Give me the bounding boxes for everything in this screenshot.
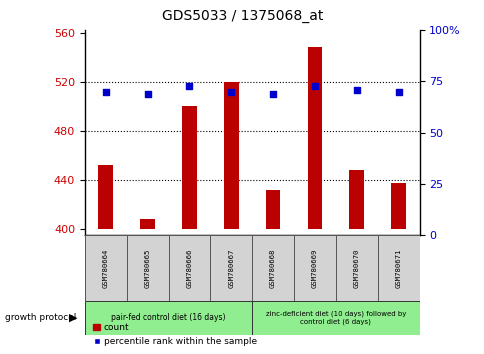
- Bar: [210, 235, 252, 301]
- Text: GSM780670: GSM780670: [353, 249, 359, 288]
- Point: [185, 83, 193, 88]
- Text: GSM780664: GSM780664: [103, 249, 108, 288]
- Legend: count, percentile rank within the sample: count, percentile rank within the sample: [89, 320, 260, 349]
- Bar: [224, 82, 238, 229]
- Text: GDS5033 / 1375068_at: GDS5033 / 1375068_at: [162, 9, 322, 23]
- Bar: [335, 235, 377, 301]
- Bar: [265, 190, 280, 229]
- Bar: [126, 235, 168, 301]
- Bar: [377, 235, 419, 301]
- Text: zinc-deficient diet (10 days) followed by
control diet (6 days): zinc-deficient diet (10 days) followed b…: [265, 311, 405, 325]
- Bar: [182, 106, 197, 229]
- Bar: [307, 47, 321, 229]
- Text: GSM780666: GSM780666: [186, 249, 192, 288]
- Bar: [168, 235, 210, 301]
- Bar: [252, 235, 293, 301]
- Bar: [140, 219, 154, 229]
- Bar: [252, 301, 419, 335]
- Point: [102, 89, 109, 95]
- Text: ▶: ▶: [68, 313, 77, 323]
- Text: growth protocol: growth protocol: [5, 313, 76, 322]
- Text: GSM780669: GSM780669: [311, 249, 318, 288]
- Text: GSM780667: GSM780667: [228, 249, 234, 288]
- Text: GSM780671: GSM780671: [395, 249, 401, 288]
- Text: pair-fed control diet (16 days): pair-fed control diet (16 days): [111, 313, 226, 322]
- Bar: [85, 235, 126, 301]
- Bar: [293, 235, 335, 301]
- Text: GSM780665: GSM780665: [144, 249, 151, 288]
- Point: [269, 91, 276, 97]
- Bar: [98, 165, 113, 229]
- Bar: [391, 183, 405, 229]
- Text: GSM780668: GSM780668: [270, 249, 275, 288]
- Point: [352, 87, 360, 92]
- Point: [394, 89, 402, 95]
- Point: [143, 91, 151, 97]
- Bar: [349, 170, 363, 229]
- Bar: [85, 301, 252, 335]
- Point: [310, 83, 318, 88]
- Point: [227, 89, 235, 95]
